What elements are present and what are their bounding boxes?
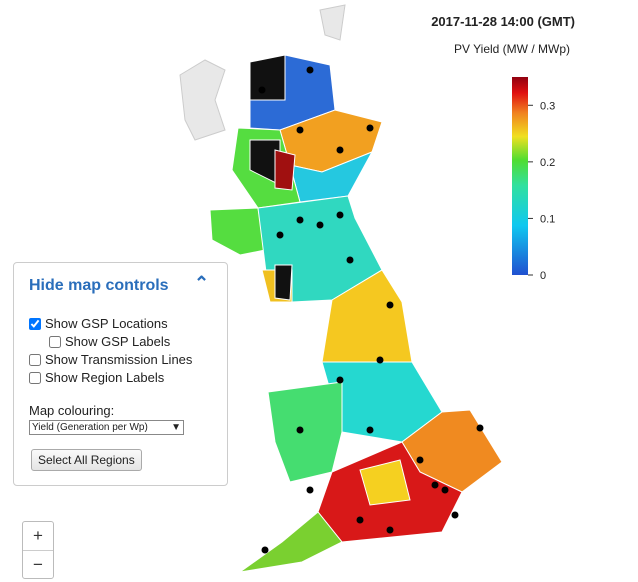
collapse-icon[interactable]: ⌃: [194, 273, 210, 293]
map-controls: Hide map controls ⌃ Show GSP Locations Sh…: [13, 262, 228, 486]
timestamp: 2017-11-28 14:00 (GMT): [431, 14, 575, 29]
gsp-dot: [386, 526, 394, 534]
gsp-dot: [476, 424, 484, 432]
region: [359, 459, 411, 506]
gsp-dot: [306, 486, 314, 494]
islands: [179, 59, 226, 141]
select-value: Yield (Generation per Wp): [32, 422, 148, 433]
gsp-dot: [306, 66, 314, 74]
colorbar: 0 0.1 0.2 0.3: [512, 77, 555, 282]
gsp-dot: [296, 426, 304, 434]
checkbox[interactable]: [29, 317, 41, 330]
gsp-locations: [258, 66, 484, 554]
option-label: Show Region Labels: [45, 370, 165, 385]
region: [239, 511, 343, 573]
checkbox[interactable]: [49, 335, 61, 348]
gsp-dot: [258, 86, 266, 94]
gsp-dot: [366, 124, 374, 132]
gsp-dot: [416, 456, 424, 464]
gsp-dot: [376, 356, 384, 364]
gsp-dot: [356, 516, 364, 524]
select-arrow: ▼: [171, 422, 181, 433]
gsp-dot: [366, 426, 374, 434]
colorbar-tick-label: 0.2: [540, 157, 555, 169]
colouring-label: Map colouring:: [29, 403, 115, 418]
option[interactable]: Show Transmission Lines: [29, 352, 192, 367]
colorbar-tick-label: 0.1: [540, 213, 555, 225]
regions: [179, 4, 503, 573]
islands: [319, 4, 346, 41]
gsp-dot: [261, 546, 269, 554]
region: [267, 381, 343, 483]
colorbar-tick-label: 0.3: [540, 100, 555, 112]
zoom-out[interactable]: −: [33, 555, 43, 574]
select-all-button[interactable]: Select All Regions: [31, 449, 142, 471]
gsp-dot: [451, 511, 459, 519]
option-label: Show GSP Locations: [45, 316, 168, 331]
gsp-dot: [441, 486, 449, 494]
checkbox[interactable]: [29, 353, 41, 366]
region: [209, 207, 266, 256]
checkbox[interactable]: [29, 371, 41, 384]
gsp-dot: [346, 256, 354, 264]
colorbar-tick-label: 0: [540, 270, 546, 282]
option[interactable]: Show Region Labels: [29, 370, 164, 385]
gsp-dot: [296, 126, 304, 134]
colorbar-ramp: [512, 77, 528, 275]
option-label: Show Transmission Lines: [45, 352, 193, 367]
gsp-dot: [386, 301, 394, 309]
option[interactable]: Show GSP Locations: [29, 316, 168, 331]
toggle-controls[interactable]: Hide map controls: [29, 277, 169, 294]
gsp-dot: [316, 221, 324, 229]
gsp-dot: [336, 211, 344, 219]
gsp-dot: [296, 216, 304, 224]
gsp-dot: [336, 146, 344, 154]
colorbar-title: PV Yield (MW / MWp): [453, 42, 570, 56]
region: [274, 264, 293, 301]
region: [249, 54, 286, 101]
option[interactable]: Show GSP Labels: [49, 334, 170, 349]
zoom-control: + −: [22, 521, 54, 579]
colouring-select[interactable]: Yield (Generation per Wp) ▼: [29, 420, 184, 435]
gsp-dot: [276, 231, 284, 239]
zoom-in[interactable]: +: [23, 522, 53, 551]
region: [274, 149, 296, 191]
option-label: Show GSP Labels: [65, 334, 171, 349]
gsp-dot: [336, 376, 344, 384]
gsp-dot: [431, 481, 439, 489]
